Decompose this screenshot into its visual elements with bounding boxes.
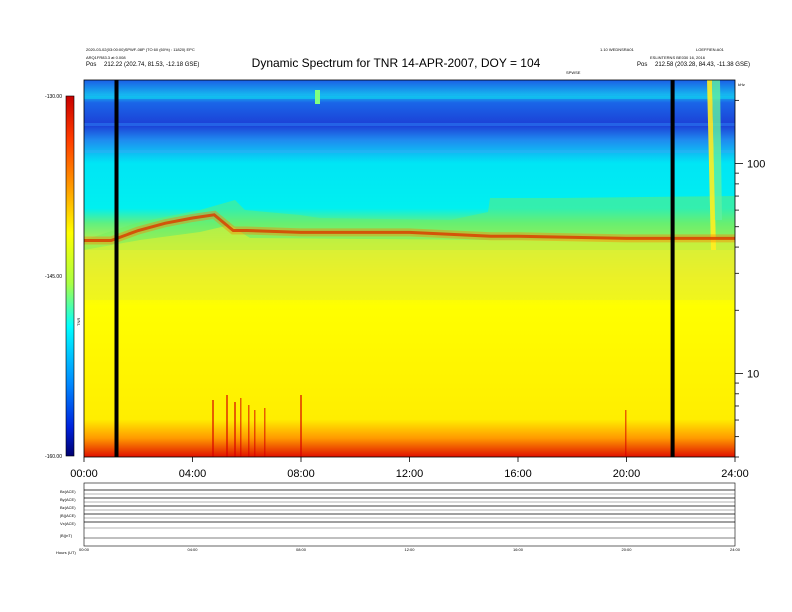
header-left-pos-value: 212.22 (202.74, 81.53, -12.18 GSE) [104,62,200,68]
x-tick-label-5: 20:00 [613,468,641,480]
data-gap-1 [670,80,675,457]
y-tick-label-0: 100 [747,159,765,171]
panel-x-tick-label-2: 08:00 [296,547,307,552]
header-right-line1: 1.10 WEDNSRA01 [600,47,634,52]
header-left-line2: ARQ1FR83.3 at 0.008 [86,55,126,60]
x-tick-label-1: 04:00 [179,468,207,480]
y-axis-right: 100 10 [735,99,765,458]
x-tick-label-2: 08:00 [287,468,315,480]
panel-label-b: |B|(ACE) [60,513,76,518]
panel-label-bx: Bx(ACE) [60,489,76,494]
panel-x-tick-label-4: 16:00 [513,547,524,552]
colorbar-tick-bottom: -160.00 [45,454,62,460]
x-tick-label-4: 16:00 [504,468,532,480]
panel-label-vx: Vx(ACE) [60,521,76,526]
panel-x-tick-label-1: 04:00 [187,547,198,552]
emission-ridge-halo [84,210,735,245]
panel-label-by: By(ACE) [60,497,76,502]
panel-x-tick-label-3: 12:00 [404,547,415,552]
colorbar [65,95,75,457]
header-right-pos-value: 212.58 (203.28, 84.43, -11.38 GSE) [655,62,750,68]
header-left-line1: 2020-03-02(03:00:00)SPWF-08P (TO 60 (60%… [86,47,195,52]
y-tick-label-1: 10 [747,368,759,380]
header-right-pos-label: Pos [637,62,648,68]
panel-footer: Hours (UT) [56,550,76,555]
panel-label-bnt: |B|(nT) [60,533,73,538]
emission-ridge [84,213,735,242]
panel-x-tick-label-6: 24:00 [730,547,741,552]
colorbar-tick-mid: -145.00 [45,274,62,280]
x-tick-label-6: 24:00 [721,468,749,480]
x-axis: 00:00 00:00 04:00 04:00 08:00 08:00 12:00 12:00… [70,457,749,552]
data-gap-0 [114,80,119,457]
spectrogram [84,80,735,457]
header-right-line2: LOEFFIEN:A01 [696,47,724,52]
panel-label-bz: Bz(ACE) [60,505,76,510]
ace-panels [83,482,736,547]
panel-x-tick-label-5: 20:00 [621,547,632,552]
khz-unit-label: kHz [738,82,745,87]
band-label: SPWSE [566,70,581,75]
header-right-line3: ESLINTERNS BE030 16, 2016 [650,55,705,60]
colorbar-label: TNR [76,318,81,326]
x-tick-label-3: 12:00 [396,468,424,480]
header-left-pos-label: Pos [86,62,97,68]
chart-title: Dynamic Spectrum for TNR 14-APR-2007, DO… [251,56,541,70]
panel-x-tick-label-0: 00:00 [79,547,90,552]
x-tick-label-0: 00:00 [70,468,98,480]
colorbar-tick-top: -130.00 [45,94,62,100]
